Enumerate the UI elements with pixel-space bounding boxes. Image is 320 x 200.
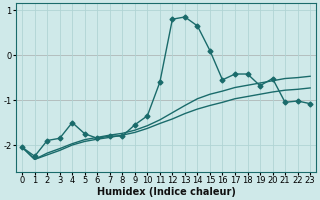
X-axis label: Humidex (Indice chaleur): Humidex (Indice chaleur) xyxy=(97,187,236,197)
